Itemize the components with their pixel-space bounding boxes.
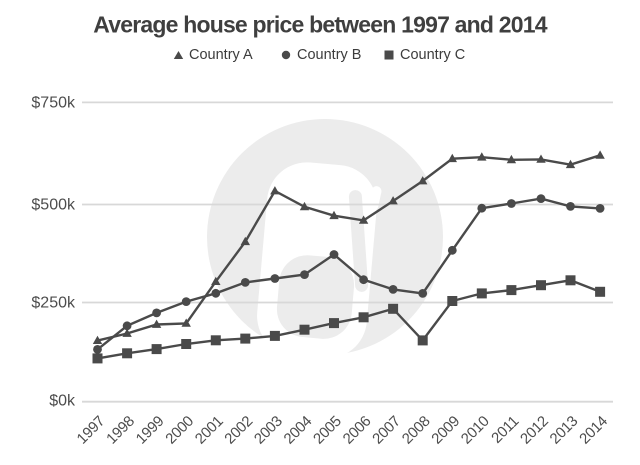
svg-text:Country B: Country B <box>297 47 361 63</box>
svg-text:Average house price between 19: Average house price between 1997 and 201… <box>93 12 547 38</box>
svg-text:$500k: $500k <box>31 197 76 214</box>
svg-text:Country A: Country A <box>189 47 253 63</box>
svg-text:$250k: $250k <box>31 295 76 312</box>
svg-text:$750k: $750k <box>31 94 76 111</box>
svg-text:Country C: Country C <box>400 47 465 63</box>
svg-text:$0k: $0k <box>49 393 76 410</box>
